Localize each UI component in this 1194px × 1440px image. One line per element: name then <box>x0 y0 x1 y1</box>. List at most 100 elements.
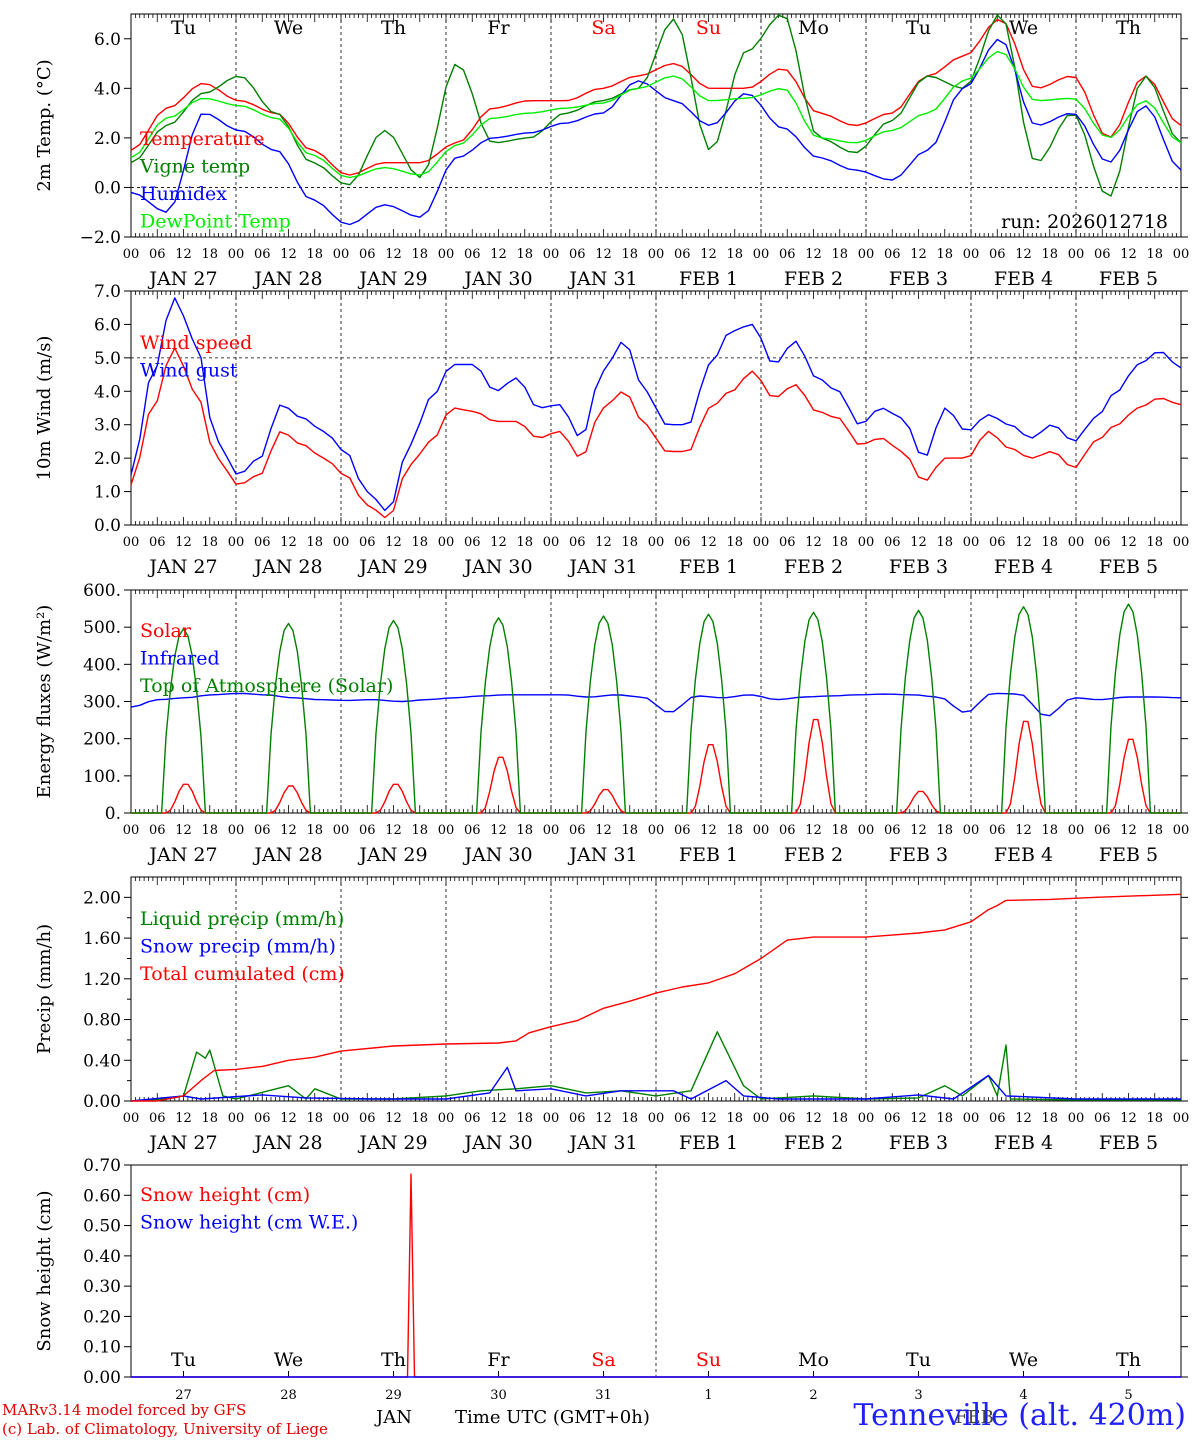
hour-label: 06 <box>569 535 586 550</box>
hour-label: 06 <box>779 1111 796 1126</box>
hour-label-final: 00 <box>1173 247 1190 262</box>
hour-label: 06 <box>464 247 481 262</box>
hour-label: 12 <box>805 1111 822 1126</box>
hour-label: 00 <box>648 823 665 838</box>
hour-label: 00 <box>333 823 350 838</box>
panel-3-y-tick-label: 200. <box>83 730 121 750</box>
hour-label: 06 <box>149 823 166 838</box>
hour-label: 06 <box>674 247 691 262</box>
hour-label: 18 <box>1041 823 1058 838</box>
panel-1-y-tick-label: 2.0 <box>94 129 121 149</box>
hour-label: 00 <box>648 247 665 262</box>
hour-label: 06 <box>674 535 691 550</box>
day-name-4: Sa <box>591 17 615 39</box>
panel-3-y-label: Energy fluxes (W/m²) <box>34 605 55 799</box>
hour-label: 12 <box>280 1111 297 1126</box>
hour-label: 00 <box>1068 1111 1085 1126</box>
snow-day-name-9: Th <box>1116 1349 1141 1371</box>
date-label: FEB 2 <box>784 1132 843 1154</box>
hour-label: 00 <box>543 823 560 838</box>
hour-label: 12 <box>280 535 297 550</box>
legend-vigne-temp: Vigne temp <box>139 156 250 178</box>
hour-label: 00 <box>963 535 980 550</box>
hour-label: 18 <box>1146 535 1163 550</box>
hour-label-final: 00 <box>1173 1111 1190 1126</box>
panel-3-y-tick-label: 100. <box>83 767 121 787</box>
hour-label: 00 <box>228 247 245 262</box>
hour-label: 12 <box>175 823 192 838</box>
snow-day-number-1: 28 <box>280 1388 297 1403</box>
hour-label: 00 <box>963 823 980 838</box>
hour-label: 12 <box>490 247 507 262</box>
panel-3-y-tick-label: 500. <box>83 618 121 638</box>
hour-label: 12 <box>700 247 717 262</box>
day-name-8: We <box>1009 17 1038 39</box>
hour-label: 12 <box>700 535 717 550</box>
snow-day-name-3: Fr <box>487 1349 510 1371</box>
hour-label: 18 <box>516 247 533 262</box>
day-name-9: Th <box>1116 17 1141 39</box>
legend-dewpoint-temp: DewPoint Temp <box>140 211 291 233</box>
hour-label: 18 <box>1041 247 1058 262</box>
legend-wind-gust: Wind gust <box>140 360 238 382</box>
hour-label: 06 <box>359 823 376 838</box>
hour-label: 18 <box>726 247 743 262</box>
snow-day-name-4: Sa <box>591 1349 615 1371</box>
hour-label: 12 <box>595 1111 612 1126</box>
hour-label: 18 <box>831 247 848 262</box>
date-label: JAN 28 <box>252 844 322 866</box>
legend-solar: Solar <box>140 620 192 642</box>
month-label-2: FEB <box>955 1407 994 1428</box>
hour-label: 00 <box>858 823 875 838</box>
hour-label: 00 <box>858 247 875 262</box>
date-label: FEB 4 <box>994 844 1053 866</box>
hour-label: 18 <box>936 1111 953 1126</box>
day-name-5: Su <box>696 17 721 39</box>
date-label: JAN 31 <box>567 268 637 290</box>
hour-label: 06 <box>254 823 271 838</box>
hour-label: 18 <box>936 247 953 262</box>
hour-label: 06 <box>779 535 796 550</box>
hour-label: 18 <box>1146 247 1163 262</box>
date-label: FEB 1 <box>679 1132 738 1154</box>
hour-label: 12 <box>910 1111 927 1126</box>
hour-label: 18 <box>621 535 638 550</box>
hour-label: 06 <box>569 247 586 262</box>
hour-label: 00 <box>123 1111 140 1126</box>
hour-label: 12 <box>1120 823 1137 838</box>
series-liquid-precip-mm-h- <box>130 1031 1181 1102</box>
panel-4-y-tick-label: 1.60 <box>83 929 121 949</box>
hour-label: 12 <box>175 535 192 550</box>
hour-label: 06 <box>884 535 901 550</box>
hour-label: 18 <box>306 247 323 262</box>
hour-label: 12 <box>1120 247 1137 262</box>
hour-label: 12 <box>1015 823 1032 838</box>
hour-label: 06 <box>1094 535 1111 550</box>
date-label: FEB 2 <box>784 844 843 866</box>
hour-label: 12 <box>700 823 717 838</box>
hour-label: 06 <box>884 247 901 262</box>
date-label: FEB 1 <box>679 556 738 578</box>
legend-snow-precip-mm-h-: Snow precip (mm/h) <box>140 936 336 958</box>
hour-label: 00 <box>753 1111 770 1126</box>
hour-label: 06 <box>254 1111 271 1126</box>
date-label: FEB 3 <box>889 556 948 578</box>
hour-label: 00 <box>438 535 455 550</box>
snow-day-number-7: 3 <box>914 1388 922 1403</box>
hour-label: 06 <box>569 1111 586 1126</box>
date-label: JAN 28 <box>252 556 322 578</box>
hour-label: 00 <box>753 247 770 262</box>
hour-label: 12 <box>1015 1111 1032 1126</box>
hour-label: 00 <box>753 823 770 838</box>
date-label: JAN 29 <box>357 1132 427 1154</box>
day-name-3: Fr <box>487 17 510 39</box>
snow-day-number-3: 30 <box>490 1388 507 1403</box>
hour-label: 18 <box>201 1111 218 1126</box>
panel-4-y-tick-label: 0.80 <box>83 1011 121 1031</box>
date-label: JAN 31 <box>567 556 637 578</box>
hour-label: 00 <box>543 1111 560 1126</box>
hour-label: 12 <box>910 535 927 550</box>
panel-3-y-tick-label: 400. <box>83 655 121 675</box>
snow-day-number-6: 2 <box>809 1388 817 1403</box>
hour-label: 06 <box>989 535 1006 550</box>
